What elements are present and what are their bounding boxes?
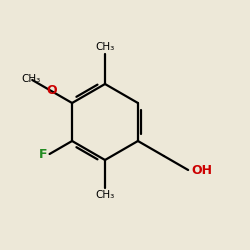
Text: CH₃: CH₃ [96, 42, 114, 52]
Text: OH: OH [191, 164, 212, 176]
Text: O: O [47, 84, 57, 98]
Text: CH₃: CH₃ [96, 190, 114, 200]
Text: F: F [39, 148, 48, 160]
Text: CH₃: CH₃ [22, 74, 41, 84]
